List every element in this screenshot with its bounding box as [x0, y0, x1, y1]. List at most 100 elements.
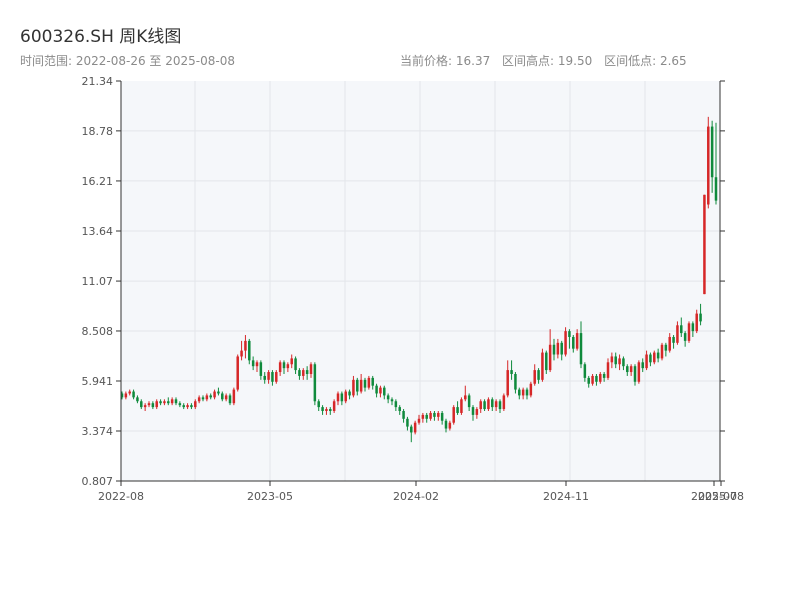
- candle: [190, 403, 193, 410]
- candle: [579, 321, 583, 369]
- candle: [656, 348, 660, 363]
- candle-body: [645, 354, 648, 369]
- candle: [707, 116, 710, 209]
- candle: [572, 335, 575, 353]
- candle: [564, 327, 567, 357]
- candle: [170, 397, 174, 406]
- candle-body: [545, 352, 548, 371]
- candle: [687, 321, 691, 343]
- candle: [186, 403, 189, 410]
- candle-body: [406, 418, 409, 427]
- candle-body: [194, 401, 197, 408]
- candle: [263, 372, 266, 384]
- candle-body: [683, 333, 687, 341]
- candle-body: [356, 379, 359, 392]
- candle-body: [710, 126, 714, 178]
- candle-body: [383, 387, 386, 396]
- candle: [533, 364, 536, 386]
- candle-body: [174, 399, 178, 404]
- candle-body: [664, 344, 668, 351]
- candle: [402, 409, 405, 423]
- candle-body: [213, 391, 216, 398]
- candle: [332, 399, 336, 413]
- candle: [521, 387, 525, 400]
- candle: [602, 372, 606, 382]
- candle-body: [518, 389, 521, 396]
- candle-body: [217, 391, 220, 394]
- candle: [363, 377, 367, 392]
- candle: [595, 373, 598, 386]
- candle-body: [641, 362, 644, 369]
- candle: [518, 387, 521, 400]
- candle: [444, 418, 448, 433]
- candle-body: [325, 409, 328, 412]
- candle-body: [201, 397, 205, 400]
- candle-body: [564, 331, 567, 355]
- candle: [356, 377, 359, 396]
- candle-body: [228, 395, 232, 404]
- candle-body: [703, 194, 706, 295]
- candle: [676, 321, 679, 345]
- candle-body: [487, 399, 490, 410]
- candle: [386, 393, 390, 404]
- candle-body: [510, 370, 513, 374]
- candle-body: [332, 401, 336, 412]
- candle-body: [155, 401, 158, 408]
- candle-body: [178, 403, 182, 406]
- candle-body: [305, 370, 309, 374]
- candle-body: [533, 370, 536, 384]
- candle: [213, 389, 216, 400]
- candle-body: [421, 414, 425, 419]
- candle-body: [124, 393, 128, 398]
- candle: [610, 352, 614, 369]
- candle-body: [695, 313, 698, 332]
- candle-body: [363, 379, 367, 388]
- candle-body: [336, 393, 340, 402]
- candle-body: [610, 356, 614, 363]
- time-range: 时间范围: 2022-08-26 至 2025-08-08: [20, 54, 235, 68]
- candle-body: [467, 395, 471, 408]
- candle-body: [309, 364, 313, 374]
- candle: [267, 370, 270, 384]
- candle: [710, 120, 714, 193]
- candle-body: [413, 422, 417, 433]
- candle: [371, 375, 374, 390]
- candle: [325, 407, 328, 415]
- candle-body: [560, 342, 563, 355]
- candle-body: [556, 342, 560, 355]
- candle-body: [294, 358, 297, 371]
- candle-body: [699, 313, 702, 322]
- candle: [421, 412, 425, 423]
- candle-body: [656, 352, 660, 359]
- candle: [136, 395, 139, 404]
- x-tick-label: 2023-05: [247, 490, 293, 503]
- candle: [232, 387, 236, 406]
- candle: [429, 411, 432, 421]
- candle: [664, 342, 668, 357]
- candle-body: [190, 405, 193, 408]
- candle-body: [602, 373, 606, 378]
- candle-body: [275, 372, 278, 382]
- candle: [159, 399, 162, 406]
- candle-body: [398, 407, 401, 412]
- candle-body: [344, 391, 347, 402]
- candle-body: [170, 399, 174, 404]
- candle: [537, 368, 540, 384]
- candle-body: [579, 333, 583, 365]
- candle-body: [375, 385, 378, 394]
- candle-body: [514, 373, 517, 390]
- candle: [340, 391, 344, 406]
- candle-body: [591, 375, 594, 384]
- candle-body: [633, 366, 637, 382]
- candle: [471, 405, 475, 421]
- candle-body: [606, 362, 610, 378]
- candle: [375, 383, 378, 398]
- candle: [653, 350, 656, 365]
- candle-body: [255, 362, 259, 367]
- candle-body: [163, 401, 166, 404]
- x-tick-label: 2025-08: [698, 490, 744, 503]
- candle-body: [290, 358, 293, 365]
- current-price: 当前价格: 16.37: [400, 54, 491, 68]
- candle-body: [660, 344, 664, 359]
- candle: [398, 405, 401, 415]
